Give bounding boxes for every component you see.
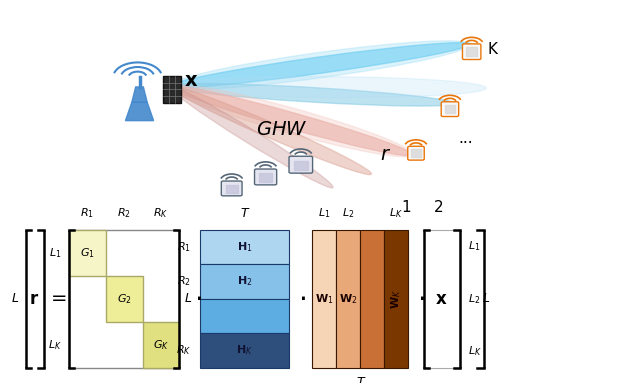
Text: =: = bbox=[51, 289, 67, 308]
Text: K: K bbox=[488, 42, 498, 57]
Text: $\mathbf{W}_2$: $\mathbf{W}_2$ bbox=[339, 292, 358, 306]
Bar bbox=[424, 230, 460, 368]
Polygon shape bbox=[294, 160, 308, 170]
Text: 2: 2 bbox=[433, 200, 444, 215]
Ellipse shape bbox=[170, 85, 413, 156]
FancyBboxPatch shape bbox=[408, 146, 424, 160]
Ellipse shape bbox=[170, 85, 413, 157]
Bar bbox=[200, 299, 289, 333]
FancyBboxPatch shape bbox=[221, 181, 242, 196]
Text: $L_1$: $L_1$ bbox=[318, 206, 330, 220]
Text: $\mathbf{H}_1$: $\mathbf{H}_1$ bbox=[237, 240, 252, 254]
Polygon shape bbox=[467, 47, 477, 56]
Text: $\mathbf{H}_2$: $\mathbf{H}_2$ bbox=[237, 275, 252, 288]
Text: $G_K$: $G_K$ bbox=[153, 338, 169, 352]
Text: $G_2$: $G_2$ bbox=[116, 292, 132, 306]
Text: $\cdot$: $\cdot$ bbox=[298, 285, 306, 313]
Ellipse shape bbox=[170, 77, 486, 98]
FancyBboxPatch shape bbox=[441, 102, 459, 116]
Bar bbox=[163, 76, 181, 103]
Text: $\cdot$: $\cdot$ bbox=[417, 285, 425, 313]
Bar bbox=[200, 333, 289, 368]
Ellipse shape bbox=[170, 83, 454, 106]
Text: $\mathit{r}$: $\mathit{r}$ bbox=[380, 145, 392, 164]
Text: $G_1$: $G_1$ bbox=[80, 246, 95, 260]
Text: $L_K$: $L_K$ bbox=[389, 206, 403, 220]
Text: $R_K$: $R_K$ bbox=[176, 344, 191, 357]
Text: $\cdot$: $\cdot$ bbox=[195, 285, 202, 313]
Text: L: L bbox=[12, 292, 18, 305]
FancyBboxPatch shape bbox=[255, 169, 276, 185]
Bar bbox=[69, 230, 106, 276]
Bar bbox=[69, 230, 179, 368]
Text: $L_1$: $L_1$ bbox=[468, 239, 480, 253]
Bar bbox=[200, 230, 289, 264]
Bar bbox=[360, 230, 384, 368]
Text: $L_K$: $L_K$ bbox=[47, 338, 61, 352]
Text: $L_K$: $L_K$ bbox=[468, 344, 482, 358]
Text: $L_1$: $L_1$ bbox=[49, 246, 61, 260]
FancyBboxPatch shape bbox=[289, 156, 312, 173]
Text: $\mathbf{W}_1$: $\mathbf{W}_1$ bbox=[315, 292, 333, 306]
Text: $R_2$: $R_2$ bbox=[117, 206, 131, 220]
Bar bbox=[312, 230, 337, 368]
Text: $L_2$: $L_2$ bbox=[468, 292, 480, 306]
Bar bbox=[337, 230, 360, 368]
Text: ...: ... bbox=[459, 131, 473, 146]
Text: $\mathbf{x}$: $\mathbf{x}$ bbox=[435, 290, 448, 308]
Polygon shape bbox=[132, 87, 147, 102]
Text: $\mathbf{x}$: $\mathbf{x}$ bbox=[184, 71, 198, 90]
Text: $R_1$: $R_1$ bbox=[177, 240, 191, 254]
Polygon shape bbox=[412, 149, 420, 157]
Ellipse shape bbox=[170, 86, 333, 188]
Text: $L_2$: $L_2$ bbox=[342, 206, 355, 220]
Text: L: L bbox=[185, 292, 191, 305]
Text: 1: 1 bbox=[401, 200, 412, 215]
Bar bbox=[143, 322, 179, 368]
Text: $\mathit{GHW}$: $\mathit{GHW}$ bbox=[256, 120, 307, 139]
Ellipse shape bbox=[170, 43, 470, 88]
Text: $R_K$: $R_K$ bbox=[153, 206, 168, 220]
Polygon shape bbox=[259, 173, 272, 182]
Text: T: T bbox=[241, 207, 248, 220]
Bar bbox=[200, 264, 289, 299]
Text: $\mathbf{r}$: $\mathbf{r}$ bbox=[29, 290, 40, 308]
Polygon shape bbox=[445, 105, 455, 113]
Text: $R_1$: $R_1$ bbox=[81, 206, 95, 220]
Text: $R_2$: $R_2$ bbox=[177, 275, 191, 288]
Ellipse shape bbox=[170, 41, 470, 89]
Polygon shape bbox=[225, 185, 238, 193]
Bar bbox=[106, 276, 143, 322]
Bar bbox=[385, 230, 408, 368]
FancyBboxPatch shape bbox=[463, 44, 481, 59]
Text: $\mathbf{W}_K$: $\mathbf{W}_K$ bbox=[389, 289, 403, 309]
Text: $\mathbf{H}_K$: $\mathbf{H}_K$ bbox=[236, 344, 253, 357]
Text: T: T bbox=[356, 376, 364, 383]
Polygon shape bbox=[125, 102, 154, 121]
Text: L: L bbox=[483, 292, 490, 305]
Ellipse shape bbox=[170, 86, 371, 175]
